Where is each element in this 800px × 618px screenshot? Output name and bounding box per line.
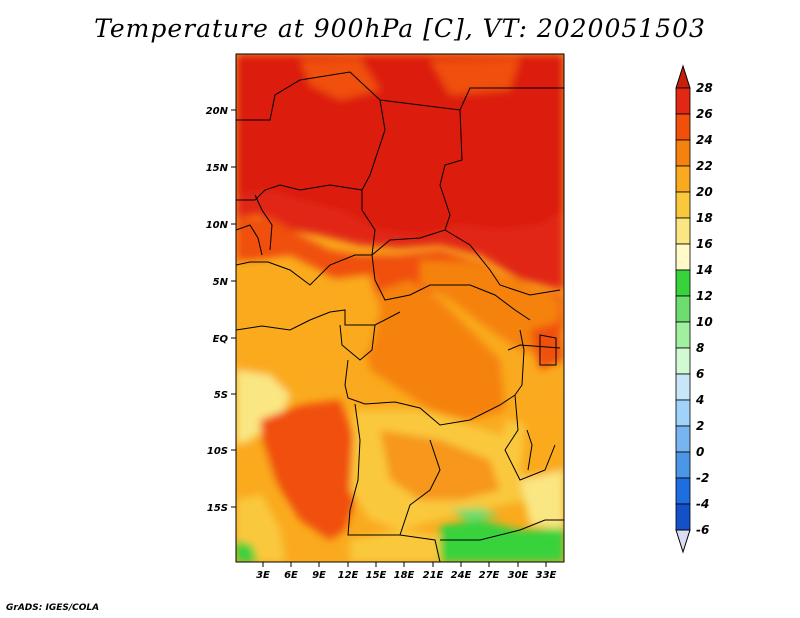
colorbar-label: 10 — [696, 315, 713, 329]
lon-label-9e: 9E — [312, 570, 326, 581]
lat-label-20n: 20N — [206, 106, 229, 117]
colorbar-box — [675, 425, 691, 453]
colorbar-box — [675, 165, 691, 193]
colorbar-box — [675, 269, 691, 297]
latitude-axis — [231, 109, 236, 508]
lon-label-3e: 3E — [256, 570, 270, 581]
temperature-field — [236, 54, 564, 562]
lon-label-15e: 15E — [366, 570, 387, 581]
lon-label-21e: 21E — [423, 570, 444, 581]
colorbar-box — [675, 295, 691, 323]
colorbar-label: 0 — [696, 445, 704, 459]
colorbar-bottom-triangle — [675, 529, 691, 554]
colorbar-box — [675, 373, 691, 401]
colorbar-box — [675, 451, 691, 479]
colorbar-top-triangle — [675, 64, 691, 89]
country-borders — [236, 71, 564, 562]
lat-label-5s: 5S — [214, 390, 228, 401]
lon-label-12e: 12E — [338, 570, 359, 581]
colorbar-box — [675, 139, 691, 167]
colorbar-label: 2 — [696, 419, 704, 433]
colorbar-box — [675, 347, 691, 375]
colorbar-box — [675, 477, 691, 505]
colorbar-label: 16 — [696, 237, 713, 251]
lon-label-30e: 30E — [508, 570, 529, 581]
colorbar-label: 26 — [696, 107, 713, 121]
colorbar-label: 6 — [696, 367, 704, 381]
lon-label-27e: 27E — [479, 570, 500, 581]
colorbar-label: 14 — [696, 263, 713, 277]
colorbar-box — [675, 191, 691, 219]
lat-label-10n: 10N — [206, 220, 229, 231]
colorbar-label: 12 — [696, 289, 713, 303]
colorbar-box — [675, 243, 691, 271]
lat-label-10s: 10S — [207, 446, 228, 457]
colorbar-box — [675, 503, 691, 531]
colorbar-box — [675, 399, 691, 427]
colorbar-label: 8 — [696, 341, 704, 355]
map-title: Temperature at 900hPa [C], VT: 202005150… — [94, 14, 706, 43]
colorbar-label: 20 — [696, 185, 713, 199]
colorbar-label: 22 — [696, 159, 713, 173]
credit-text: GrADS: IGES/COLA — [6, 603, 100, 613]
colorbar-label: 4 — [695, 393, 704, 407]
lat-label-15n: 15N — [206, 163, 229, 174]
colorbar-box — [675, 113, 691, 141]
lat-label-5n: 5N — [213, 277, 229, 288]
map-frame — [235, 53, 565, 563]
colorbar-label: -2 — [696, 471, 709, 485]
colorbar-box — [675, 217, 691, 245]
colorbar-label: 24 — [696, 133, 713, 147]
longitude-axis — [262, 562, 547, 567]
lon-label-24e: 24E — [451, 570, 472, 581]
colorbar-label: -6 — [696, 523, 709, 537]
lat-label-eq: EQ — [213, 334, 229, 345]
colorbar-label: -4 — [696, 497, 709, 511]
colorbar-box — [675, 87, 691, 115]
lon-label-18e: 18E — [394, 570, 415, 581]
colorbar-label: 18 — [696, 211, 713, 225]
colorbar-label: 28 — [696, 81, 713, 95]
lon-label-6e: 6E — [284, 570, 298, 581]
lat-label-15s: 15S — [207, 503, 228, 514]
lon-label-33e: 33E — [536, 570, 557, 581]
colorbar-box — [675, 321, 691, 349]
